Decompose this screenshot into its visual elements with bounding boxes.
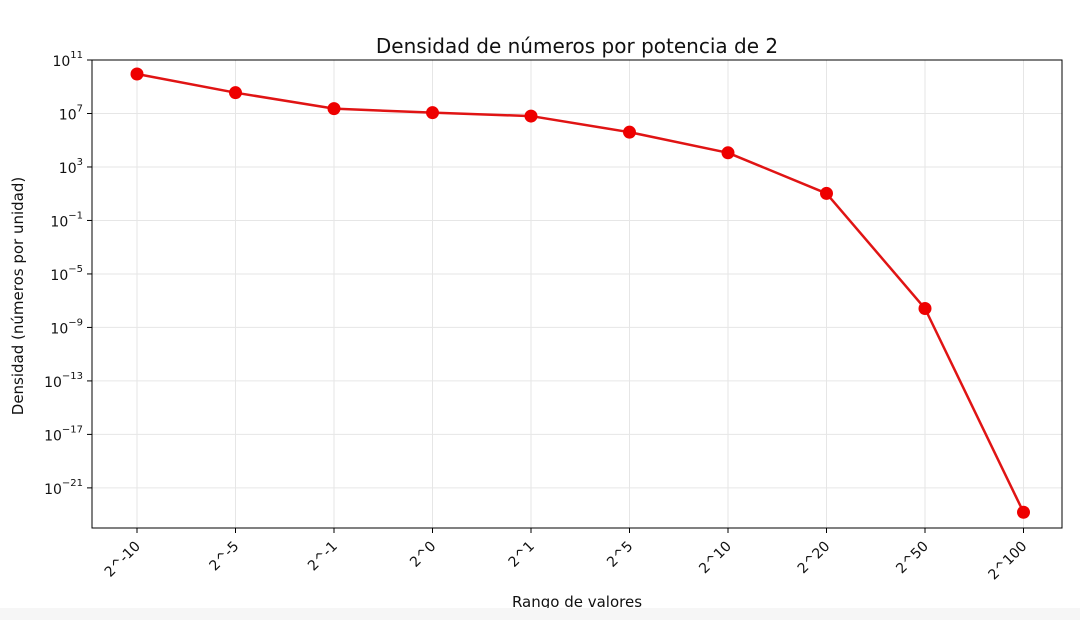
chart-title: Densidad de números por potencia de 2 bbox=[376, 34, 778, 58]
y-axis-label: Densidad (números por unidad) bbox=[9, 177, 27, 415]
bottom-strip bbox=[0, 608, 1080, 620]
y-axis-ticks: 1011 107 103 10−1 10−5 10−9 10−13 10−17 10−21 bbox=[44, 50, 92, 498]
y-tick-label: 10−1 bbox=[50, 210, 83, 230]
x-axis-ticks: 2^-10 2^-5 2^-1 2^0 2^1 2^5 2^10 2^20 2^50 2^100 bbox=[102, 528, 1031, 584]
series-markers bbox=[130, 67, 1030, 519]
y-tick-label: 10−13 bbox=[44, 371, 83, 391]
x-tick-label: 2^1 bbox=[506, 539, 538, 571]
y-tick-label: 107 bbox=[59, 103, 83, 123]
data-point bbox=[820, 186, 833, 200]
data-point bbox=[130, 67, 144, 81]
x-tick-label: 2^50 bbox=[893, 539, 932, 578]
data-point bbox=[524, 109, 538, 123]
x-axis-label: Rango de valores bbox=[512, 593, 642, 608]
data-point bbox=[327, 102, 341, 116]
series-line bbox=[136, 72, 1025, 513]
y-tick-label: 103 bbox=[59, 157, 83, 177]
y-tick-label: 10−21 bbox=[44, 478, 83, 498]
series-line-0 bbox=[136, 72, 1025, 513]
data-point bbox=[721, 146, 735, 160]
data-point bbox=[918, 302, 932, 316]
x-tick-label: 2^0 bbox=[407, 539, 439, 571]
data-point bbox=[1017, 505, 1030, 519]
x-tick-label: 2^-5 bbox=[207, 539, 243, 575]
plot-frame bbox=[91, 59, 1063, 529]
x-tick-label: 2^100 bbox=[986, 539, 1031, 584]
y-tick-label: 1011 bbox=[52, 50, 83, 70]
x-tick-label: 2^5 bbox=[604, 539, 636, 571]
data-point bbox=[623, 125, 636, 139]
data-point bbox=[229, 86, 242, 100]
grid-lines bbox=[92, 59, 1062, 528]
x-tick-label: 2^-10 bbox=[102, 539, 144, 581]
y-tick-label: 10−9 bbox=[50, 317, 83, 337]
y-tick-label: 10−5 bbox=[50, 264, 83, 284]
x-tick-label: 2^20 bbox=[795, 539, 834, 578]
x-tick-label: 2^10 bbox=[696, 539, 735, 578]
data-point bbox=[426, 106, 439, 120]
x-tick-label: 2^-1 bbox=[305, 539, 341, 575]
y-tick-label: 10−17 bbox=[44, 424, 83, 444]
